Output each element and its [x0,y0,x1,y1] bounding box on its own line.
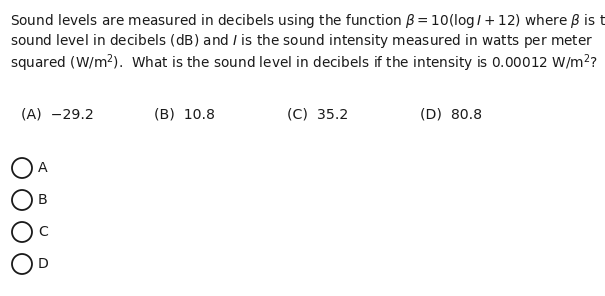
Text: (A)  −29.2: (A) −29.2 [21,107,94,121]
Text: A: A [38,161,48,175]
Text: (B)  10.8: (B) 10.8 [154,107,215,121]
Text: squared (W/m$^2$).  What is the sound level in decibels if the intensity is 0.00: squared (W/m$^2$). What is the sound lev… [10,52,598,74]
Text: Sound levels are measured in decibels using the function $\beta =10(\log I +12)$: Sound levels are measured in decibels us… [10,12,605,30]
Text: B: B [38,193,48,207]
Text: sound level in decibels (dB) and $I$ is the sound intensity measured in watts pe: sound level in decibels (dB) and $I$ is … [10,32,593,50]
Text: C: C [38,225,48,239]
Text: (D)  80.8: (D) 80.8 [420,107,482,121]
Text: (C)  35.2: (C) 35.2 [287,107,348,121]
Text: D: D [38,257,49,271]
